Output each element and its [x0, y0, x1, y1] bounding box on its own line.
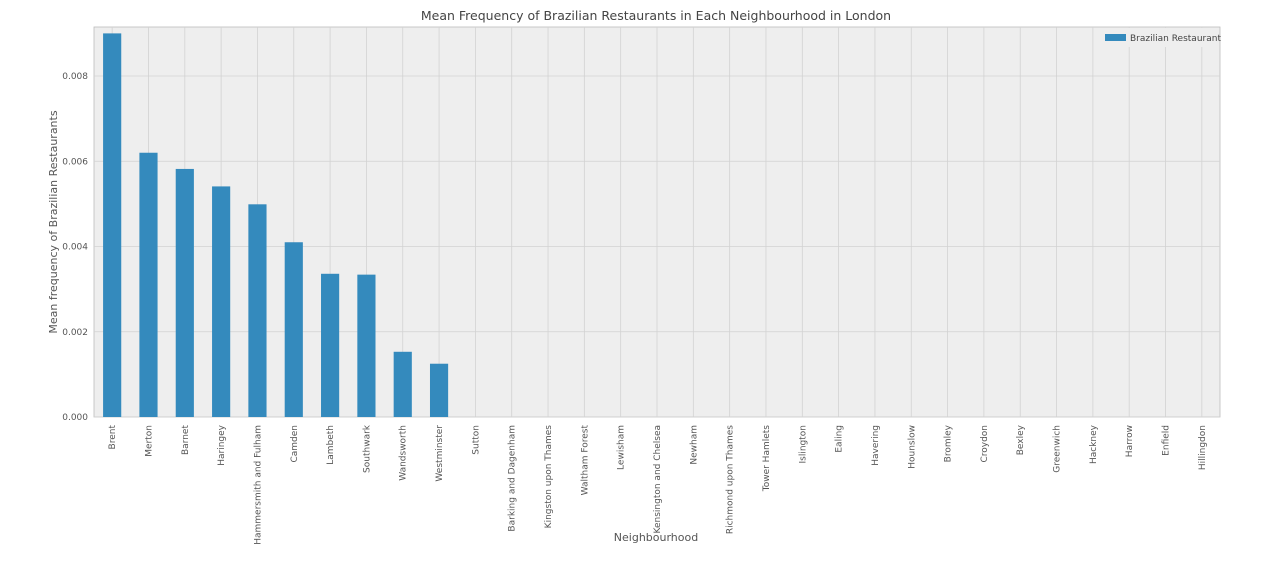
legend: Brazilian Restaurant: [1098, 28, 1221, 47]
y-tick-label: 0.004: [62, 243, 88, 253]
x-tick-label: Havering: [871, 425, 881, 466]
x-tick-label: Newham: [689, 425, 699, 465]
bars: [103, 33, 449, 418]
x-tick-label: Westminster: [435, 425, 445, 482]
x-tick-label: Islington: [798, 425, 808, 464]
x-tick-label: Lewisham: [617, 425, 627, 470]
bar: [248, 204, 267, 417]
y-tick-label: 0.008: [62, 72, 88, 82]
x-tick-label: Hackney: [1089, 424, 1099, 464]
x-tick-label: Hillingdon: [1198, 425, 1208, 470]
x-tick-label: Sutton: [471, 425, 481, 455]
x-tick-label: Richmond upon Thames: [726, 425, 736, 534]
x-tick-label: Lambeth: [326, 425, 336, 465]
y-axis-label: Mean frequency of Brazilian Restaurants: [47, 110, 60, 333]
legend-label: Brazilian Restaurant: [1130, 34, 1221, 44]
x-tick-label: Barnet: [181, 425, 191, 455]
y-tick-label: 0.000: [62, 413, 88, 423]
bar: [393, 351, 412, 417]
x-tick-label: Bexley: [1016, 424, 1026, 455]
bar: [321, 273, 340, 417]
x-tick-label: Harrow: [1125, 425, 1135, 457]
x-tick-label: Greenwich: [1053, 425, 1063, 473]
legend-box: [1098, 28, 1216, 47]
legend-swatch: [1105, 34, 1126, 41]
x-tick-label: Wandsworth: [399, 425, 409, 481]
x-tick-label: Southwark: [362, 424, 372, 473]
x-tick-label: Enfield: [1162, 425, 1172, 456]
x-tick-label: Brent: [108, 425, 118, 450]
bar: [175, 168, 194, 417]
x-axis-ticks: Brent Merton Barnet Haringey Hammersmith and…: [108, 424, 1208, 545]
x-tick-label: Tower Hamlets: [762, 425, 772, 493]
x-tick-label: Ealing: [835, 425, 845, 453]
x-tick-label: Waltham Forest: [580, 425, 590, 496]
x-tick-label: Kingston upon Thames: [544, 425, 554, 529]
bar: [212, 186, 231, 417]
bar: [139, 152, 158, 417]
bar: [357, 274, 376, 417]
y-tick-label: 0.006: [62, 157, 88, 167]
bar: [103, 33, 122, 418]
x-tick-label: Hammersmith and Fulham: [253, 425, 263, 545]
x-tick-label: Hounslow: [907, 425, 917, 469]
bar: [284, 242, 303, 417]
x-tick-label: Merton: [144, 425, 154, 457]
bar: [429, 363, 449, 417]
x-tick-label: Camden: [290, 425, 300, 463]
x-tick-label: Barking and Dagenham: [508, 425, 518, 532]
x-tick-label: Haringey: [217, 424, 227, 465]
x-axis-label: Neighbourhood: [614, 531, 698, 544]
x-tick-label: Bromley: [944, 424, 954, 462]
y-axis-ticks: 0.000 0.002 0.004 0.006 0.008: [62, 72, 88, 423]
y-tick-label: 0.002: [62, 328, 88, 338]
x-tick-label: Kensington and Chelsea: [653, 425, 663, 533]
x-tick-label: Croydon: [980, 425, 990, 463]
chart-title: Mean Frequency of Brazilian Restaurants …: [421, 8, 891, 23]
